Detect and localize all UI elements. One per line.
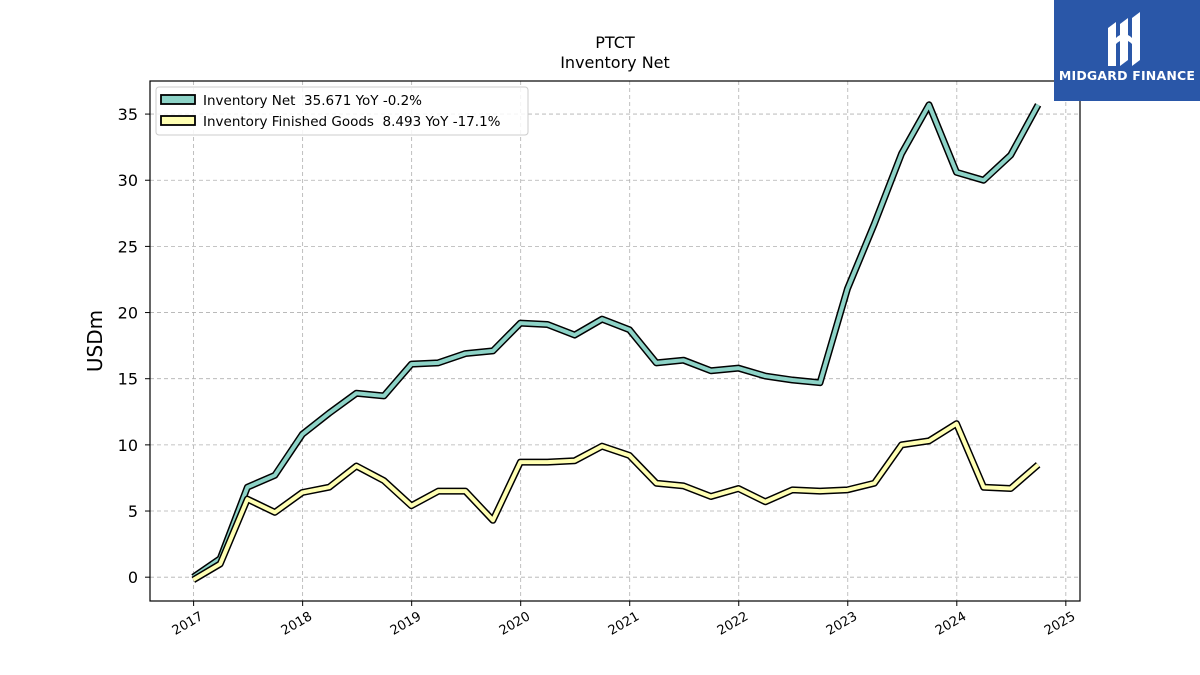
legend-swatch-finished-goods bbox=[160, 115, 196, 126]
x-tick-label: 2019 bbox=[388, 609, 424, 639]
series-line-0 bbox=[192, 102, 1040, 579]
series-outline-0 bbox=[191, 101, 1042, 581]
legend-label-finished-goods: Inventory Finished Goods 8.493 YoY -17.1… bbox=[203, 114, 501, 130]
x-tick-label: 2022 bbox=[715, 609, 751, 639]
y-tick-label: 15 bbox=[118, 370, 138, 389]
x-tick-label: 2024 bbox=[933, 609, 969, 639]
x-tick-label: 2023 bbox=[824, 609, 860, 639]
x-tick-label: 2020 bbox=[497, 609, 533, 639]
midgard-finance-logo: MIDGARD FINANCE bbox=[1054, 0, 1200, 101]
legend-label-inventory-net: Inventory Net 35.671 YoY -0.2% bbox=[203, 93, 422, 109]
y-tick-label: 10 bbox=[118, 436, 138, 455]
legend-box bbox=[155, 86, 529, 136]
chart-subtitle: Inventory Net bbox=[560, 53, 670, 72]
logo-mark-icon bbox=[1108, 12, 1140, 66]
y-tick-label: 20 bbox=[118, 304, 138, 323]
y-tick-label: 5 bbox=[128, 502, 138, 521]
y-axis-label: USDm bbox=[83, 310, 107, 372]
chart-title: PTCT bbox=[595, 33, 635, 52]
legend-swatch-inventory-net bbox=[160, 94, 196, 105]
x-tick-label: 2017 bbox=[170, 609, 206, 639]
grid bbox=[150, 81, 1080, 601]
y-tick-label: 25 bbox=[118, 237, 138, 256]
series-line-1 bbox=[192, 421, 1040, 582]
x-tick-label: 2018 bbox=[279, 609, 315, 639]
y-tick-label: 35 bbox=[118, 105, 138, 124]
x-tick-label: 2025 bbox=[1042, 609, 1078, 639]
series-outline-1 bbox=[191, 420, 1041, 583]
y-tick-label: 0 bbox=[128, 568, 138, 587]
series-layer bbox=[191, 101, 1042, 583]
x-tick-label: 2021 bbox=[606, 609, 642, 639]
y-ticks: 0 5 10 15 20 25 30 35 bbox=[118, 105, 150, 587]
x-ticks: 2017 2018 2019 2020 2021 2022 2023 2024 2025 bbox=[170, 601, 1078, 639]
plot-frame bbox=[149, 80, 1081, 602]
y-tick-label: 30 bbox=[118, 171, 138, 190]
legend: Inventory Net 35.671 YoY -0.2% Inventory… bbox=[155, 86, 529, 136]
logo-text: MIDGARD FINANCE bbox=[1058, 68, 1196, 83]
